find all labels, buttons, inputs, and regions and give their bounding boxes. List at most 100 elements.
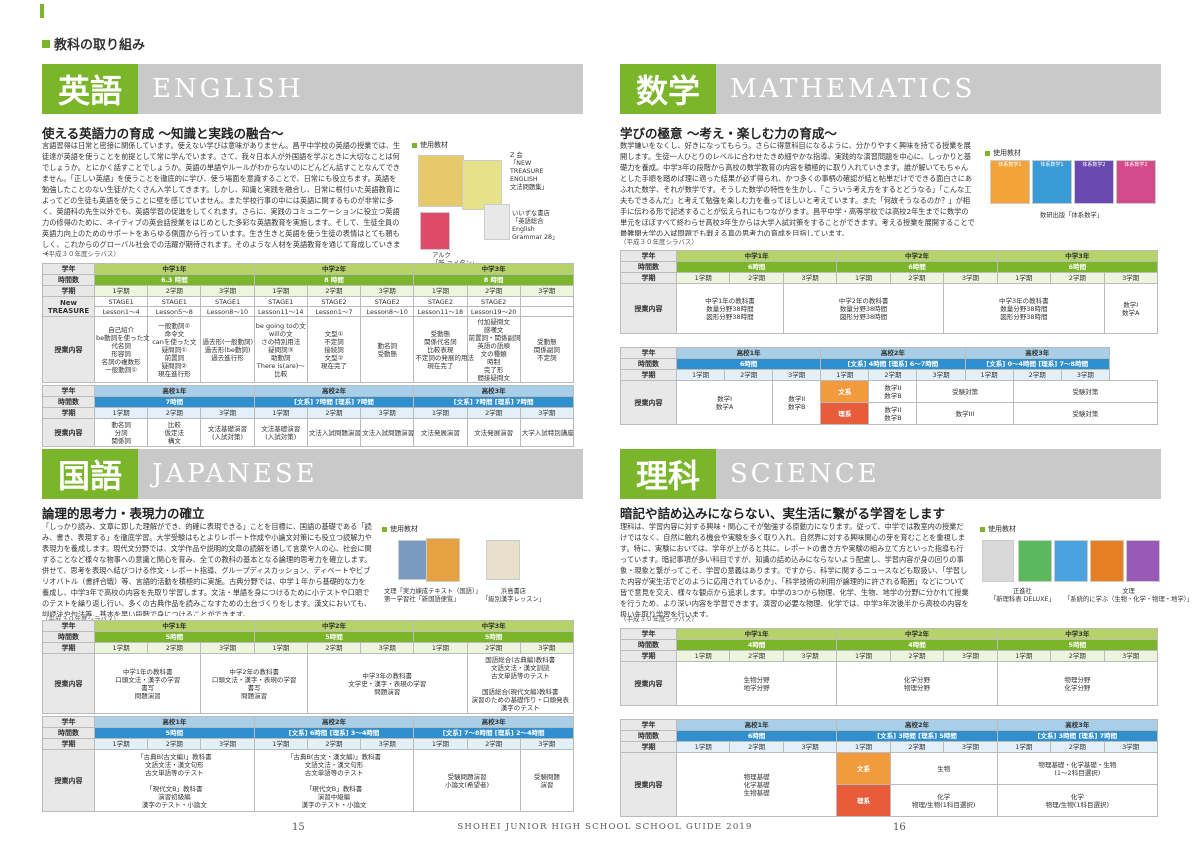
math-hs-table: 学年 高校1年 高校2年 高校3年 時間数 6時間 [文系] 4時間 [理系] 6〜7時間[…: [620, 347, 1159, 425]
term-cell: 2学期: [1050, 650, 1105, 662]
term-cell: 2学期: [466, 407, 521, 419]
table-cell: 物理分野 化学分野: [996, 661, 1159, 706]
term-cell: 2学期: [306, 642, 362, 654]
english-title-jp: 英語: [42, 64, 138, 114]
table-cell: Lesson5〜8: [147, 306, 202, 317]
row-label: 学年: [620, 250, 677, 262]
hours-row: 時間数 4時間 4時間 5時間: [620, 639, 1159, 651]
content-row: 授業内容 自己紹介 be動詞を使った文 代名詞 形容詞 名詞の複数形 一般動詞① 一…: [42, 316, 575, 383]
row-label: 学年: [620, 347, 677, 359]
bullet-icon: [42, 39, 50, 48]
table-cell: 数学I 数学A: [675, 380, 774, 425]
grade-header: 中学1年: [94, 620, 255, 632]
term-cell: 3学期: [519, 407, 575, 419]
grade-header: 高校2年: [253, 385, 415, 397]
grade-header: 高校1年: [94, 385, 255, 397]
grade-header: 高校3年: [996, 719, 1159, 731]
table-cell: 数学III: [916, 402, 1014, 425]
term-cell: 1学期: [93, 285, 149, 297]
grade-row: 学年 中学1年 中学2年 中学3年: [620, 628, 1159, 640]
rikei-label: 理系: [820, 402, 870, 425]
term-row: 学期 1学期 2学期 3学期 1学期 2学期 3学期 1学期 2学期 3学期: [42, 285, 575, 297]
content-row: 授業内容 中学1年の教科書 数量分野38時間 図形分野38時間 中学2年の教科書 数…: [620, 283, 1158, 334]
row-label: 授業内容: [42, 418, 95, 447]
table-cell: 文法基礎演習 (入試対策): [200, 418, 255, 447]
bullet-icon: [985, 150, 990, 156]
table-cell: 自己紹介 be動詞を使った文 代名詞 形容詞 名詞の複数形 一般動詞①: [93, 316, 150, 383]
table-cell: 中学3年の教科書 数量分野38時間 図形分野38時間: [943, 283, 1105, 334]
table-cell: STAGE2: [466, 296, 521, 307]
row-label: 学期: [42, 738, 95, 750]
table-cell: 受験対策: [1012, 402, 1159, 425]
term-cell: 1学期: [675, 369, 726, 381]
term-cell: 2学期: [729, 272, 784, 284]
table-cell: STAGE1: [253, 296, 308, 307]
table-cell: Lesson11〜14: [253, 306, 308, 317]
table-cell: 中学2年の教科書 数量分野38時間 図形分野38時間: [782, 283, 945, 334]
table-cell: 生物: [889, 752, 998, 785]
table-cell: 過去形(一般動詞) 過去形(be動詞) 過去進行形: [200, 316, 255, 383]
hours-cell: 6時間: [996, 261, 1159, 273]
row-label: 時間数: [620, 730, 677, 742]
row-label: 授業内容: [42, 653, 95, 714]
row-label: 学期: [620, 650, 677, 662]
bunkei-label: 文系: [820, 380, 870, 403]
science-body: 理科は、学習内容に対する興味・関心こそが勉強する原動力になります。従って、中学で…: [620, 522, 969, 617]
grade-header: 高校1年: [675, 719, 838, 731]
table-cell: 大学入試特別講座: [519, 418, 575, 447]
term-cell: 1学期: [413, 285, 468, 297]
hours-cell: 8 時間: [253, 274, 415, 286]
term-cell: 3学期: [943, 650, 998, 662]
table-cell: 受験問題演習 小論文(希望者): [413, 749, 521, 812]
row-label: 学年: [42, 716, 95, 728]
term-cell: 3学期: [782, 741, 838, 753]
grade-header: 高校2年: [253, 716, 415, 728]
row-label: 学期: [42, 285, 95, 297]
term-row: 学期 1学期 2学期 3学期 1学期 2学期 3学期 1学期 2学期 3学期: [42, 407, 575, 419]
table-cell: STAGE2: [360, 296, 415, 307]
grade-header: 中学1年: [675, 250, 838, 262]
table-cell: 化学分野 物理分野: [836, 661, 998, 706]
hours-cell: [文系] 0〜4時間 [理系] 7〜8時間: [964, 358, 1110, 370]
term-cell: 3学期: [1103, 650, 1158, 662]
table-cell: Lesson11〜18: [413, 306, 468, 317]
footer-title: SHOHEI JUNIOR HIGH SCHOOL SCHOOL GUIDE 2…: [457, 822, 753, 832]
science-material-1: 正進社 「新理科表 DELUXE」: [990, 588, 1055, 603]
page-number-left: 15: [292, 822, 305, 833]
term-cell: 2学期: [889, 650, 945, 662]
book-cover: [426, 538, 460, 582]
english-hs-table: 学年 高校1年 高校2年 高校3年 時間数 7時間 [文系] 7時間 [理系] 7時間 [文系…: [42, 385, 575, 447]
table-cell: STAGE1: [147, 296, 202, 307]
grade-row: 学年 高校1年 高校2年 高校3年: [42, 385, 574, 397]
term-cell: 1学期: [836, 650, 891, 662]
hours-cell: 6時間: [675, 358, 822, 370]
book-cover: 体系数学1: [1032, 160, 1072, 204]
grade-header: 高校3年: [413, 385, 574, 397]
hours-cell: [文系] 3時間 [理系] 7時間: [996, 730, 1159, 742]
grade-header: 高校2年: [836, 719, 998, 731]
term-cell: 1学期: [413, 407, 468, 419]
content-row: 授業内容 生物分野 地学分野 化学分野 物理分野 物理分野 化学分野: [620, 661, 1159, 706]
english-note: （平成３０年度シラバス）: [42, 250, 120, 258]
term-row: 学期 1学期 2学期 3学期 1学期 2学期 3学期 1学期 2学期 3学期: [620, 272, 1158, 284]
term-cell: 2学期: [147, 407, 202, 419]
english-materials-label: 使用教材: [412, 140, 448, 150]
table-cell: Lesson8〜10: [360, 306, 415, 317]
table-cell: 数学II 数学B: [868, 402, 918, 425]
term-cell: 1学期: [93, 738, 149, 750]
bunkei-label: 文系: [836, 752, 891, 785]
grade-header: 中学3年: [413, 263, 574, 275]
book-cover: [1018, 540, 1052, 582]
grade-row: 学年 中学1年 中学2年 中学3年: [42, 263, 574, 275]
grade-header: 中学2年: [253, 263, 415, 275]
japanese-title-jp: 国語: [42, 449, 138, 499]
content-row: 授業内容 物理基礎 化学基礎 生物基礎 文系 生物 物理基礎・化学基礎・生物 (1〜2科…: [620, 752, 1159, 817]
row-label: 学期: [42, 642, 95, 654]
hours-cell: 5時間: [413, 631, 574, 643]
row-label: 学年: [42, 263, 95, 275]
hours-cell: 5時間: [996, 639, 1159, 651]
hours-row: 時間数 5時間 5時間 5時間: [42, 631, 574, 643]
term-cell: 1学期: [675, 650, 731, 662]
japanese-materials-label: 使用教材: [382, 524, 418, 534]
term-cell: 1学期: [253, 407, 308, 419]
